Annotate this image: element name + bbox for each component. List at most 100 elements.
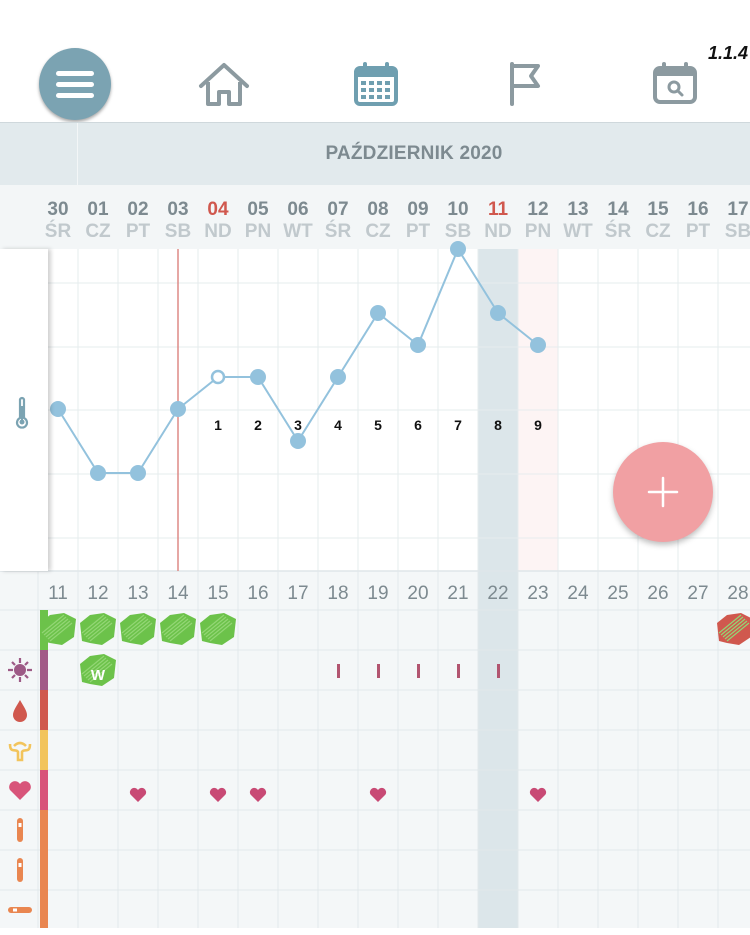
temperature-point bbox=[170, 401, 186, 417]
home-button[interactable] bbox=[188, 50, 258, 120]
temperature-point bbox=[530, 337, 546, 353]
heart-icon bbox=[529, 787, 547, 803]
calendar-search-button[interactable] bbox=[640, 50, 710, 120]
cycle-day-label: 7 bbox=[454, 417, 462, 433]
symptom-mark bbox=[497, 664, 500, 678]
day-name: WT bbox=[563, 221, 593, 242]
day-name: PN bbox=[524, 221, 552, 242]
temperature-point-open bbox=[210, 369, 226, 385]
day-name: SB bbox=[444, 221, 472, 242]
cycle-day-number: 11 bbox=[48, 583, 68, 604]
temperature-point bbox=[330, 369, 346, 385]
heart-icon bbox=[209, 787, 227, 803]
cycle-day-number: 14 bbox=[167, 583, 189, 604]
symptom-mark bbox=[337, 664, 340, 678]
day-header-2[interactable]: 02 PT bbox=[118, 199, 158, 243]
day-number: 02 bbox=[127, 199, 149, 220]
cycle-day-number: 21 bbox=[447, 583, 469, 604]
cycle-day-number: 20 bbox=[407, 583, 429, 604]
flag-icon bbox=[510, 62, 540, 106]
day-header-16[interactable]: 16 PT bbox=[678, 199, 718, 243]
cycle-day-number: 13 bbox=[127, 583, 149, 604]
virus-icon bbox=[0, 650, 40, 690]
divider bbox=[77, 123, 78, 186]
symptom-mark bbox=[377, 664, 380, 678]
day-header-7[interactable]: 07 ŚR bbox=[318, 199, 358, 243]
home-icon bbox=[199, 63, 249, 106]
day-header-13[interactable]: 13 WT bbox=[558, 199, 598, 243]
chart-left-panel bbox=[0, 249, 48, 571]
menu-button[interactable] bbox=[39, 48, 111, 120]
cycle-day-label: 1 bbox=[214, 417, 222, 433]
day-header-0[interactable]: 30 ŚR bbox=[38, 199, 78, 243]
temperature-point bbox=[90, 465, 106, 481]
day-number: 06 bbox=[287, 199, 309, 220]
day-name: SB bbox=[164, 221, 192, 242]
day-header-8[interactable]: 08 CZ bbox=[358, 199, 398, 243]
day-header-14[interactable]: 14 ŚR bbox=[598, 199, 638, 243]
day-header-12[interactable]: 12 PN bbox=[518, 199, 558, 243]
day-name: PN bbox=[244, 221, 272, 242]
day-header-17[interactable]: 17 SB bbox=[718, 199, 750, 243]
temperature-line bbox=[57, 246, 539, 474]
heart-icon bbox=[369, 787, 387, 803]
cycle-day-label: 6 bbox=[414, 417, 422, 433]
day-number: 17 bbox=[727, 199, 749, 220]
cycle-day-label: 8 bbox=[494, 417, 502, 433]
menu-icon bbox=[56, 71, 94, 98]
symptoms-grid bbox=[0, 571, 750, 928]
cycle-day-number: 26 bbox=[647, 583, 669, 604]
cycle-day-number: 28 bbox=[727, 583, 749, 604]
app-version: 1.1.4 bbox=[707, 43, 748, 63]
day-header-10[interactable]: 10 SB bbox=[438, 199, 478, 243]
month-title: PAŹDZIERNIK 2020 bbox=[325, 143, 503, 164]
day-number: 08 bbox=[367, 199, 389, 220]
temperature-point bbox=[130, 465, 146, 481]
cycle-day-number: 17 bbox=[287, 583, 309, 604]
day-header-6[interactable]: 06 WT bbox=[278, 199, 318, 243]
day-number: 12 bbox=[527, 199, 549, 220]
day-name: ND bbox=[484, 221, 512, 242]
days-header bbox=[0, 185, 750, 249]
temperature-point bbox=[490, 305, 506, 321]
day-name: ND bbox=[204, 221, 232, 242]
day-header-15[interactable]: 15 CZ bbox=[638, 199, 678, 243]
day-header-4[interactable]: 04 ND bbox=[198, 199, 238, 243]
add-entry-button[interactable] bbox=[613, 442, 713, 542]
cycle-day-label: 2 bbox=[254, 417, 262, 433]
day-number: 09 bbox=[407, 199, 429, 220]
cycle-day-number: 27 bbox=[687, 583, 709, 604]
cycle-day-label: 5 bbox=[374, 417, 382, 433]
cycle-day-number: 22 bbox=[487, 583, 509, 604]
cycle-day-number: 23 bbox=[527, 583, 549, 604]
top-nav-bar: 1.1.4 bbox=[0, 0, 750, 122]
day-number: 04 bbox=[207, 199, 229, 220]
day-number: 15 bbox=[647, 199, 669, 220]
day-number: 30 bbox=[47, 199, 69, 220]
drop-icon bbox=[0, 690, 40, 730]
symptom-mark bbox=[457, 664, 460, 678]
day-name: WT bbox=[283, 221, 313, 242]
heart-icon bbox=[249, 787, 267, 803]
day-header-5[interactable]: 05 PN bbox=[238, 199, 278, 243]
day-name: PT bbox=[685, 221, 711, 242]
cycle-day-number: 19 bbox=[367, 583, 389, 604]
day-number: 11 bbox=[487, 199, 509, 220]
day-number: 07 bbox=[327, 199, 349, 220]
day-header-3[interactable]: 03 SB bbox=[158, 199, 198, 243]
cycle-day-label: 3 bbox=[294, 417, 302, 433]
symptom-mark bbox=[417, 664, 420, 678]
uterus-icon bbox=[0, 730, 40, 770]
day-header-1[interactable]: 01 CZ bbox=[78, 199, 118, 243]
day-name: ŚR bbox=[604, 221, 632, 242]
temperature-point bbox=[290, 433, 306, 449]
calendar-button[interactable] bbox=[341, 50, 411, 120]
heart-icon bbox=[0, 770, 40, 810]
heart-icon bbox=[129, 787, 147, 803]
day-header-9[interactable]: 09 PT bbox=[398, 199, 438, 243]
flag-button[interactable] bbox=[490, 50, 560, 120]
day-header-11[interactable]: 11 ND bbox=[478, 199, 518, 243]
calendar-icon bbox=[354, 62, 398, 106]
cycle-day-number: 24 bbox=[567, 583, 589, 604]
day-number: 03 bbox=[167, 199, 189, 220]
